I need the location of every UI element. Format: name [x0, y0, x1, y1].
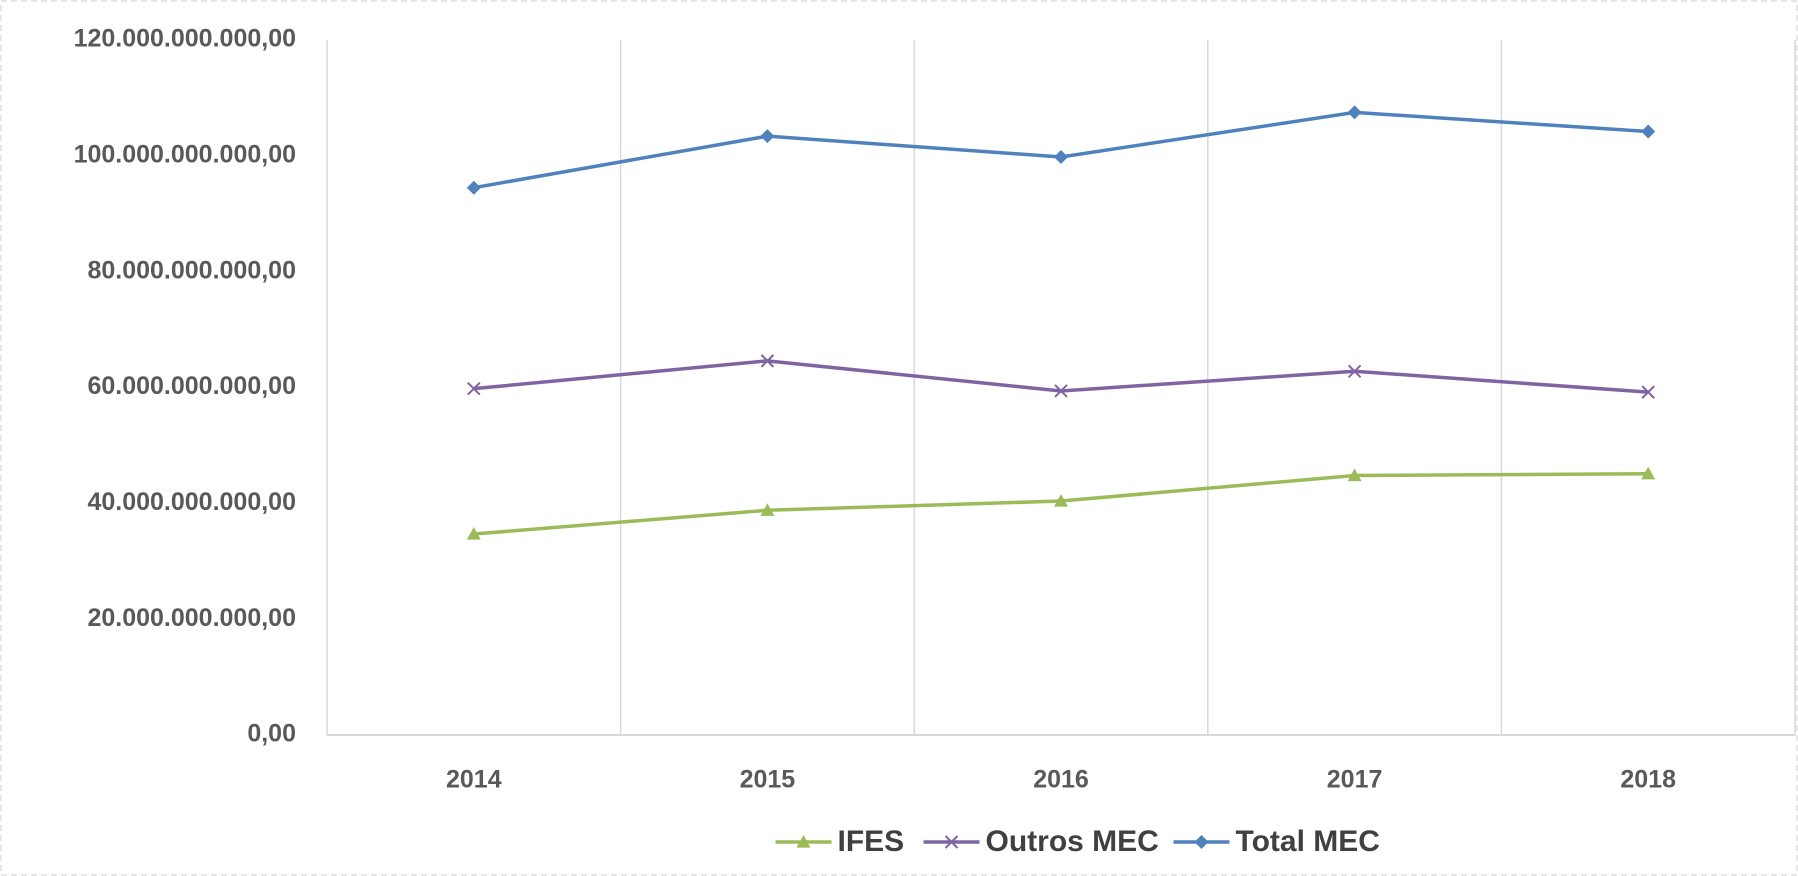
point [1054, 384, 1068, 398]
point [466, 527, 481, 540]
legend-label: Outros MEC [986, 825, 1159, 858]
point [760, 354, 775, 368]
point [1641, 124, 1656, 139]
point [466, 180, 481, 195]
x-tick-label: 2015 [740, 766, 796, 794]
legend-marker [944, 835, 959, 849]
x-tick-label: 2017 [1327, 766, 1383, 794]
point [1054, 494, 1068, 507]
legend-marker [796, 835, 811, 848]
series-line [473, 359, 1649, 394]
y-tick-label: 80.000.000.000,00 [87, 256, 296, 284]
x-tick-label: 2018 [1620, 766, 1676, 794]
legend-label: Total MEC [1236, 825, 1380, 858]
y-tick-label: 60.000.000.000,00 [87, 372, 296, 400]
point [1347, 468, 1362, 482]
legend-label: IFES [838, 825, 905, 858]
legend-marker [1194, 835, 1209, 849]
y-tick-label: 40.000.000.000,00 [87, 488, 296, 516]
y-tick-label: 20.000.000.000,00 [87, 604, 296, 632]
y-tick-label: 120.000.000.000,00 [74, 25, 296, 53]
point [760, 503, 775, 516]
point [760, 129, 775, 144]
point [467, 381, 481, 396]
y-tick-label: 100.000.000.000,00 [74, 140, 296, 168]
point [1641, 466, 1656, 480]
x-tick-label: 2014 [446, 766, 502, 794]
point [1054, 149, 1068, 164]
y-tick-label: 0,00 [247, 720, 296, 748]
point [1347, 105, 1362, 120]
point [1641, 385, 1655, 399]
point [1347, 364, 1362, 378]
x-tick-label: 2016 [1033, 766, 1089, 794]
